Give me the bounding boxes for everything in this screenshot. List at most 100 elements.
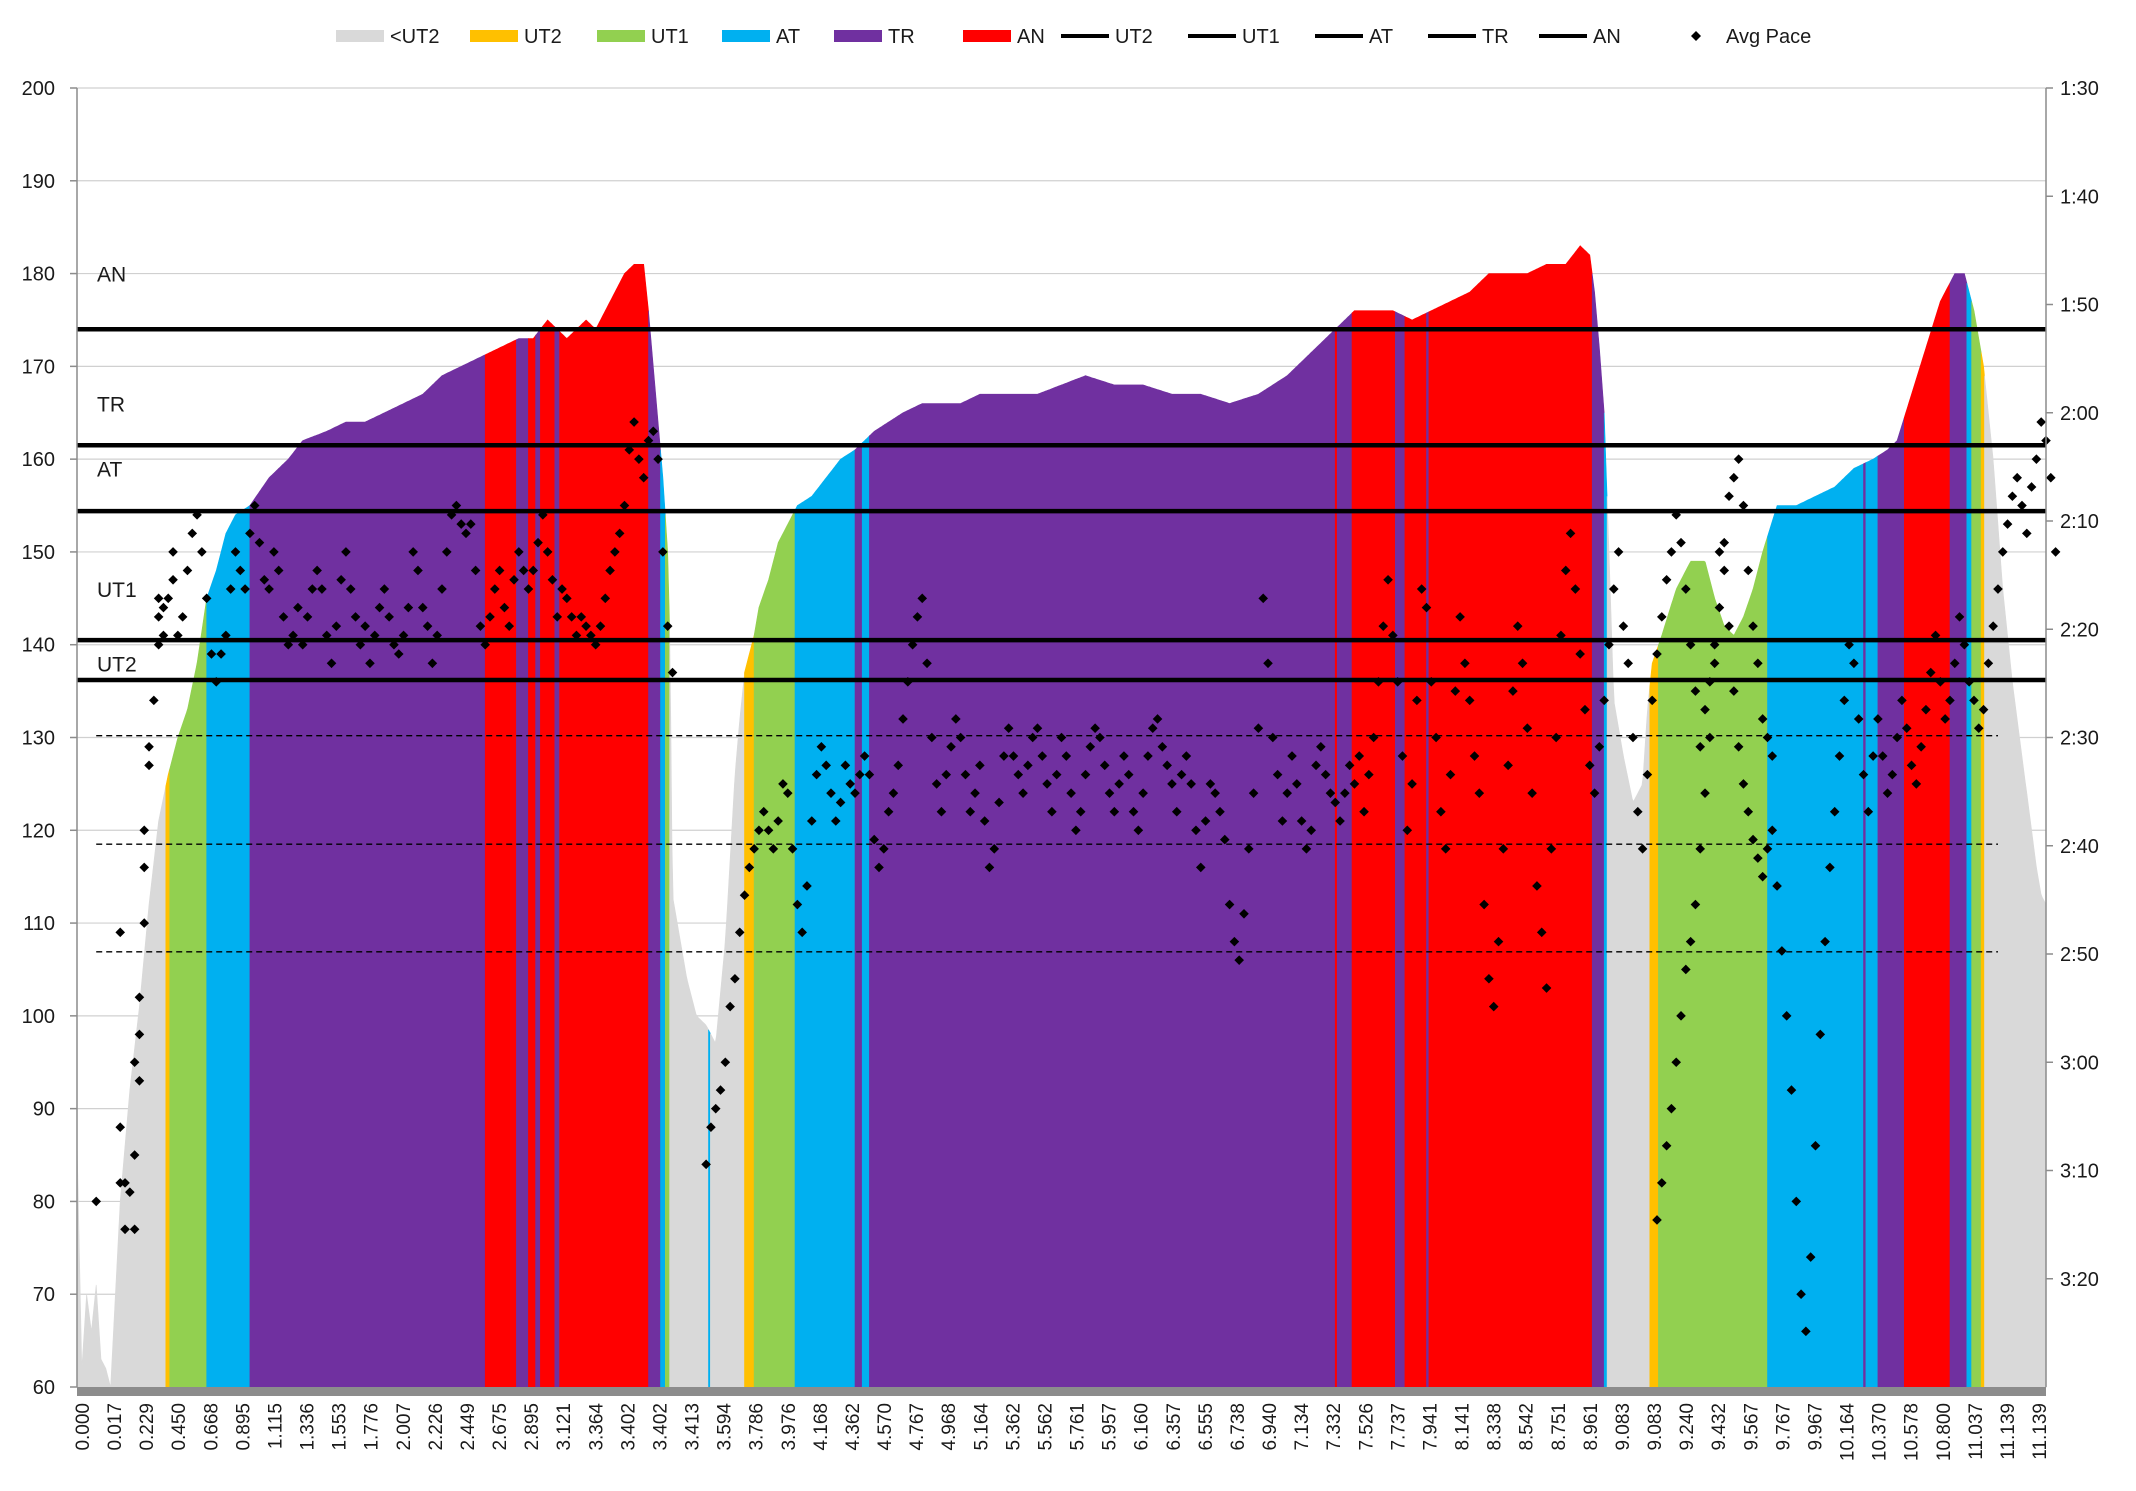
avg-pace-marker [571, 630, 582, 641]
avg-pace-marker [1224, 899, 1235, 910]
avg-pace-marker [1589, 788, 1600, 798]
legend-label: AN [1593, 26, 1621, 48]
zone-band-tr [1395, 311, 1406, 1388]
avg-pace-marker [2031, 454, 2042, 464]
avg-pace-marker [1316, 741, 1326, 752]
legend-label: <UT2 [390, 26, 439, 48]
avg-pace-marker [1849, 658, 1859, 669]
avg-pace-marker [417, 602, 428, 613]
x-tick-label: 7.737 [1388, 1403, 1409, 1451]
avg-pace-marker [1825, 862, 1835, 873]
x-tick-label: 6.160 [1132, 1403, 1153, 1451]
legend-label: UT2 [1115, 26, 1153, 48]
avg-pace-marker [134, 1029, 145, 1040]
avg-pace-marker [240, 584, 250, 594]
x-tick-label: 7.332 [1324, 1403, 1345, 1451]
avg-pace-marker [283, 639, 294, 650]
avg-pace-marker [864, 769, 875, 780]
avg-pace-marker [1311, 760, 1321, 771]
avg-pace-marker [1652, 649, 1662, 659]
avg-pace-marker [1777, 946, 1787, 956]
x-tick-label: 5.562 [1036, 1403, 1057, 1451]
zone-band-ut2 [1649, 645, 1659, 1388]
avg-pace-marker [1167, 779, 1177, 789]
y2-tick-label: 1:50 [2060, 295, 2099, 317]
avg-pace-marker [1719, 537, 1730, 548]
avg-pace-marker [965, 806, 976, 817]
avg-pace-marker [667, 667, 678, 678]
avg-pace-marker [1176, 769, 1187, 780]
avg-pace-marker [1354, 751, 1365, 761]
avg-pace-marker [2046, 472, 2056, 483]
avg-pace-marker [1282, 788, 1293, 798]
avg-pace-marker [1997, 547, 2008, 557]
avg-pace-marker [1767, 751, 1778, 761]
avg-pace-marker [1959, 639, 1970, 650]
avg-pace-marker [1762, 732, 1773, 743]
zone-band-below-ut2 [669, 626, 709, 1388]
avg-pace-marker [1431, 732, 1441, 743]
avg-pace-marker [1047, 806, 1057, 817]
avg-pace-marker [648, 426, 659, 437]
avg-pace-marker [1263, 658, 1273, 669]
avg-pace-marker [369, 630, 380, 641]
x-tick-label: 10.370 [1870, 1403, 1891, 1461]
y2-tick-label: 2:00 [2060, 403, 2099, 425]
avg-pace-marker [158, 602, 169, 613]
avg-pace-marker [1565, 528, 1576, 539]
avg-pace-marker [1705, 677, 1715, 687]
zone-band-tr [854, 442, 863, 1388]
avg-pace-marker [1551, 732, 1561, 743]
avg-pace-marker [749, 844, 759, 854]
y2-tick-label: 3:20 [2060, 1269, 2099, 1291]
avg-pace-marker [629, 417, 639, 427]
y-tick-label: 180 [22, 264, 55, 286]
avg-pace-marker [345, 584, 356, 594]
avg-pace-marker [806, 816, 817, 826]
legend-label: Avg Pace [1726, 26, 1811, 48]
avg-pace-marker [1364, 769, 1374, 780]
avg-pace-marker [499, 602, 510, 613]
avg-pace-marker [317, 584, 327, 594]
x-tick-label: 9.567 [1741, 1403, 1762, 1451]
avg-pace-marker [1753, 658, 1763, 669]
x-tick-label: 11.037 [1966, 1403, 1987, 1460]
x-tick-label: 3.413 [683, 1403, 704, 1451]
avg-pace-marker [1445, 769, 1456, 780]
avg-pace-marker [1085, 741, 1096, 752]
avg-pace-marker [562, 593, 572, 604]
zone-band-at [660, 449, 666, 1388]
avg-pace-marker [792, 899, 803, 910]
avg-pace-marker [1455, 612, 1465, 622]
avg-pace-marker [634, 454, 644, 464]
avg-pace-marker [1685, 936, 1696, 947]
avg-pace-marker [739, 890, 750, 901]
avg-pace-marker [1676, 537, 1686, 548]
avg-pace-marker [1306, 825, 1317, 836]
legend-swatch [470, 30, 518, 42]
zone-band-tr [1863, 462, 1867, 1388]
avg-pace-marker [201, 593, 212, 604]
avg-pace-marker [1628, 732, 1638, 743]
x-tick-label: 11.139 [1998, 1403, 2019, 1460]
avg-pace-marker [1071, 825, 1081, 836]
avg-pace-marker [1695, 844, 1706, 854]
avg-pace-marker [1114, 779, 1124, 789]
avg-pace-marker [715, 1085, 726, 1095]
avg-pace-marker [384, 612, 394, 622]
avg-pace-marker [1729, 686, 1739, 696]
avg-pace-marker [1767, 825, 1778, 836]
avg-pace-marker [1095, 732, 1105, 743]
avg-pace-marker [1724, 621, 1734, 631]
x-tick-label: 8.141 [1453, 1403, 1474, 1451]
avg-pace-marker [2017, 500, 2027, 511]
avg-pace-marker [168, 574, 178, 585]
x-tick-label: 10.164 [1838, 1403, 1859, 1462]
avg-pace-marker [1109, 806, 1120, 817]
avg-pace-series [91, 417, 2061, 1337]
avg-pace-marker [595, 621, 606, 631]
x-tick-label: 9.967 [1805, 1403, 1826, 1451]
avg-pace-marker [1940, 714, 1950, 724]
avg-pace-marker [1546, 844, 1557, 854]
